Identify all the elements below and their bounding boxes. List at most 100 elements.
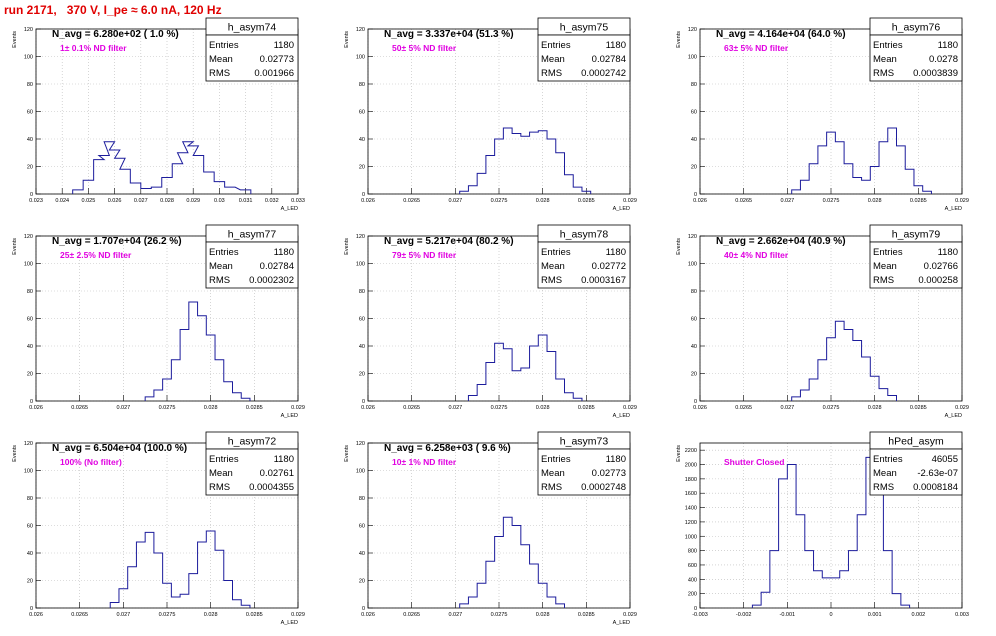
y-tick-label: 100 xyxy=(688,262,697,268)
x-tick-label: 0.026 xyxy=(29,405,43,411)
y-axis: 0 200 400 600 800 1000 1200 1400 1600 1800 2000 220… xyxy=(685,448,705,612)
filter-label: 1± 0.1% ND filter xyxy=(60,43,127,53)
histogram-bin xyxy=(94,160,104,194)
x-tick-label: 0.0285 xyxy=(910,405,927,411)
x-tick-label: 0.028 xyxy=(868,405,882,411)
histogram-bin xyxy=(512,134,521,195)
stats-value-rms: 0.0002748 xyxy=(581,482,626,493)
y-axis: 0 20 40 60 80 100 120 xyxy=(356,234,373,405)
navg-label: N_avg = 5.217e+04 (80.2 %) xyxy=(384,236,514,247)
x-tick-label: 0.029 xyxy=(291,405,305,411)
histogram-name: h_asym76 xyxy=(892,22,941,34)
y-tick-label: 0 xyxy=(362,606,365,612)
x-tick-label: 0.0275 xyxy=(159,405,176,411)
histogram-bin xyxy=(521,368,530,401)
x-tick-label: 0.0275 xyxy=(491,405,508,411)
filter-label: 63± 5% ND filter xyxy=(724,43,789,53)
x-tick-label: 0.029 xyxy=(291,612,305,618)
stats-key-mean: Mean xyxy=(209,468,233,479)
stats-value-entries: 1180 xyxy=(274,454,294,465)
histogram-name: h_asym77 xyxy=(228,229,277,241)
x-tick-label: 0.029 xyxy=(955,405,969,411)
histogram-bin xyxy=(800,390,809,401)
y-tick-label: 200 xyxy=(688,592,697,598)
navg-label: N_avg = 6.504e+04 (100.0 %) xyxy=(52,443,187,454)
y-tick-label: 80 xyxy=(359,82,365,88)
histogram-bin xyxy=(521,136,530,194)
y-tick-label: 1400 xyxy=(685,506,697,512)
histogram-bin xyxy=(905,169,914,194)
histogram-bin xyxy=(468,597,477,608)
x-tick-label: 0.003 xyxy=(955,612,969,618)
histogram-name: h_asym74 xyxy=(228,22,277,34)
stats-value-mean: 0.02772 xyxy=(592,261,626,272)
y-tick-label: 120 xyxy=(356,234,365,240)
stats-key-mean: Mean xyxy=(873,54,897,65)
histogram-bin xyxy=(844,330,853,402)
histogram-panel-h_asym73: 0.026 0.0265 0.027 0.0275 0.028 0.0285 0.029 0 2… xyxy=(344,431,637,626)
histogram-bin xyxy=(888,396,897,402)
histogram-bin xyxy=(233,600,242,608)
filter-label: Shutter Closed xyxy=(724,457,784,467)
histogram-line xyxy=(459,516,565,608)
stats-key-entries: Entries xyxy=(873,454,903,465)
x-tick-label: 0.027 xyxy=(448,612,462,618)
x-tick-label: 0.026 xyxy=(361,198,375,204)
y-tick-label: 120 xyxy=(688,27,697,33)
histogram-bin xyxy=(840,571,849,608)
histogram-bin xyxy=(792,397,801,401)
stats-value-entries: 1180 xyxy=(274,40,294,51)
histogram-panel-h_asym72: 0.026 0.0265 0.027 0.0275 0.028 0.0285 0.029 0 2… xyxy=(12,431,305,626)
y-axis: 0 20 40 60 80 100 120 xyxy=(356,441,373,612)
stats-value-rms: 0.0003839 xyxy=(913,68,958,79)
stats-box xyxy=(869,448,963,496)
x-axis-label: A_LED xyxy=(281,413,298,419)
x-tick-label: 0.0285 xyxy=(578,198,595,204)
stats-key-entries: Entries xyxy=(541,40,571,51)
x-tick-label: 0.0265 xyxy=(735,405,752,411)
histogram-bin xyxy=(503,517,512,608)
histogram-bin xyxy=(814,571,823,608)
x-tick-label: 0.026 xyxy=(29,612,43,618)
x-axis-label: A_LED xyxy=(613,413,630,419)
y-axis-label: Events xyxy=(12,238,18,255)
stats-value-mean: 0.02761 xyxy=(260,468,294,479)
histogram-line xyxy=(791,320,897,401)
histogram-bin xyxy=(818,360,827,401)
y-tick-label: 100 xyxy=(688,55,697,61)
histogram-line xyxy=(459,127,592,194)
x-tick-label: 0.028 xyxy=(204,612,218,618)
histogram-line xyxy=(751,456,911,608)
x-axis: 0.026 0.0265 0.027 0.0275 0.028 0.0285 0.029 xyxy=(693,395,969,411)
stats-value-rms: 0.0003167 xyxy=(581,275,626,286)
stats-value-mean: 0.02784 xyxy=(260,261,294,272)
x-tick-label: 0.03 xyxy=(214,198,225,204)
x-tick-label: 0.0275 xyxy=(491,612,508,618)
histogram-line xyxy=(144,301,251,401)
stats-box xyxy=(205,34,299,82)
histogram-bin xyxy=(110,603,119,609)
histogram-bin xyxy=(154,390,163,401)
x-tick-label: 0.0265 xyxy=(71,612,88,618)
y-axis: 0 20 40 60 80 100 120 xyxy=(688,234,705,405)
y-tick-label: 20 xyxy=(359,165,365,171)
y-tick-label: 100 xyxy=(356,469,365,475)
histogram-bin xyxy=(145,397,154,401)
histogram-bin xyxy=(800,180,809,194)
histogram-bin xyxy=(109,150,119,194)
histogram-bin xyxy=(809,164,818,194)
y-axis: 0 20 40 60 80 100 120 xyxy=(24,234,41,405)
histogram-bin xyxy=(809,379,818,401)
histogram-bin xyxy=(193,156,203,195)
y-axis: 0 20 40 60 80 100 120 xyxy=(24,27,41,198)
x-tick-label: 0.027 xyxy=(134,198,148,204)
y-tick-label: 120 xyxy=(24,234,33,240)
navg-label: N_avg = 2.662e+04 (40.9 %) xyxy=(716,236,846,247)
x-tick-label: 0.026 xyxy=(361,612,375,618)
stats-key-rms: RMS xyxy=(541,68,562,79)
y-tick-label: 60 xyxy=(27,524,33,530)
histogram-bin xyxy=(565,175,574,194)
stats-key-mean: Mean xyxy=(541,261,565,272)
histogram-bin xyxy=(486,363,495,402)
histogram-bin xyxy=(120,169,130,194)
